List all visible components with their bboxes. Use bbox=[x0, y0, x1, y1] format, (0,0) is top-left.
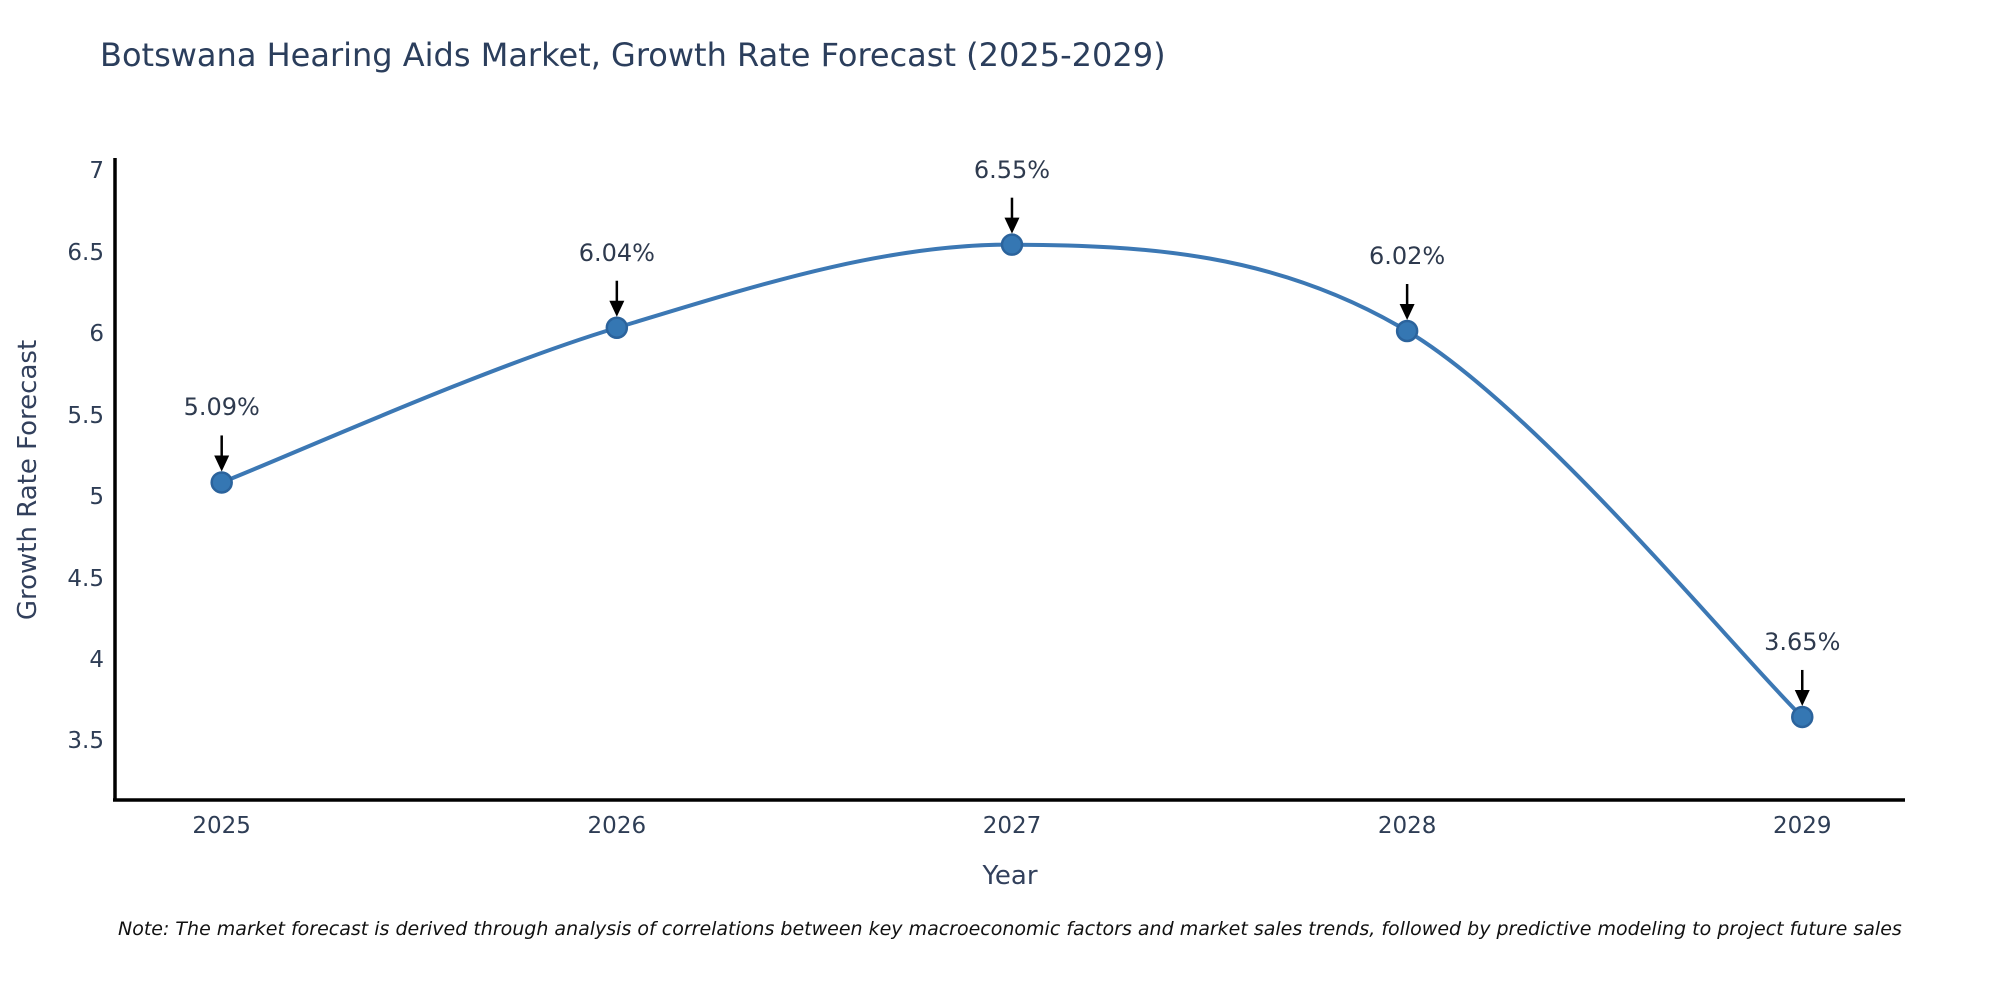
y-tick-label: 4.5 bbox=[67, 565, 104, 592]
y-tick-label: 5.5 bbox=[67, 402, 104, 429]
annotation-arrow-head bbox=[1399, 303, 1415, 320]
x-tick-label: 2027 bbox=[982, 813, 1042, 839]
y-tick-label: 6.5 bbox=[67, 239, 104, 266]
annotation-arrow-head bbox=[609, 300, 625, 317]
y-tick-label: 5 bbox=[89, 484, 104, 511]
y-tick-label: 6 bbox=[89, 321, 104, 348]
footnote: Note: The market forecast is derived thr… bbox=[118, 918, 1902, 940]
data-point-label: 3.65% bbox=[1764, 627, 1841, 656]
footnote-container: Note: The market forecast is derived thr… bbox=[118, 918, 2000, 940]
data-point-marker[interactable] bbox=[1395, 319, 1419, 343]
x-tick-label: 2028 bbox=[1377, 813, 1437, 839]
y-tick-label: 3.5 bbox=[67, 728, 104, 755]
series-layer bbox=[210, 233, 1814, 729]
annotation-arrow-head bbox=[214, 455, 230, 472]
y-tick-label: 7 bbox=[89, 158, 104, 185]
data-point-label: 6.04% bbox=[578, 238, 655, 267]
y-tick-label: 4 bbox=[89, 646, 104, 673]
x-tick-label: 2029 bbox=[1772, 813, 1832, 839]
chart-title: Botswana Hearing Aids Market, Growth Rat… bbox=[100, 36, 1166, 74]
annotation-arrow-head bbox=[1004, 217, 1020, 234]
data-point-marker[interactable] bbox=[605, 316, 629, 339]
series-line bbox=[219, 242, 1805, 719]
data-point-marker[interactable] bbox=[1000, 233, 1024, 256]
x-tick-label: 2025 bbox=[192, 813, 251, 839]
data-point-marker[interactable] bbox=[1791, 705, 1814, 729]
annotation-arrow-layer bbox=[214, 197, 1810, 706]
data-point-label: 6.55% bbox=[973, 155, 1051, 184]
x-tick-label: 2026 bbox=[587, 813, 647, 839]
x-axis-title: Year bbox=[982, 861, 1038, 891]
annotation-arrow-head bbox=[1794, 689, 1810, 706]
data-point-label: 5.09% bbox=[183, 393, 260, 422]
data-point-marker[interactable] bbox=[210, 471, 233, 494]
data-point-label: 6.02% bbox=[1368, 241, 1446, 270]
